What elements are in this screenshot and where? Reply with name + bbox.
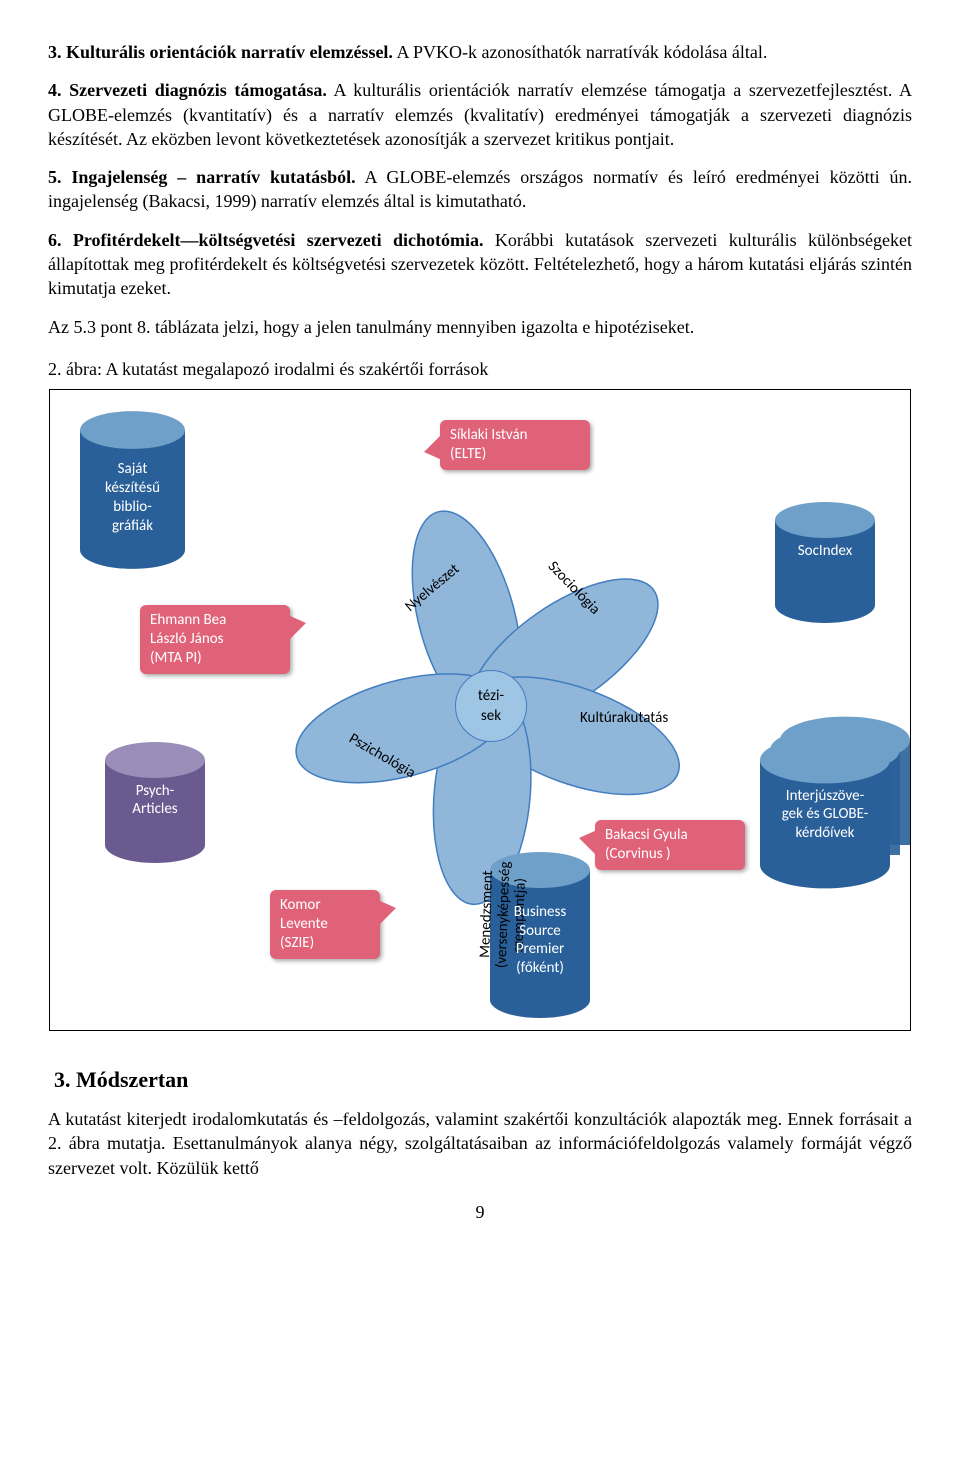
para-6: 6. Profitérdekelt—költségvetési szerveze… — [48, 228, 912, 301]
page-number: 9 — [48, 1200, 912, 1224]
para-4: 4. Szervezeti diagnózis támogatása. A ku… — [48, 78, 912, 151]
db-label-1: Psych- Articles — [105, 782, 205, 820]
db-label-4: Business Source Premier (főként) — [490, 903, 590, 978]
callout-0: Síklaki István (ELTE) — [440, 420, 590, 470]
section-3-text: Módszertan — [71, 1067, 189, 1092]
figure-caption: 2. ábra: A kutatást megalapozó irodalmi … — [48, 357, 912, 381]
para-5-lead: 5. Ingajelenség – narratív kutatásból. — [48, 167, 356, 187]
para-3-rest: A PVKO-k azonosíthatók narratívák kódolá… — [393, 42, 767, 62]
callout-3: Bakacsi Gyula (Corvinus ) — [595, 820, 745, 870]
section-3-title: 3. Módszertan — [54, 1065, 912, 1095]
db-label-3: Interjúszöve- gek és GLOBE- kérdőívek — [760, 787, 890, 843]
db-label-2: SocIndex — [775, 542, 875, 561]
callout-1: Ehmann Bea László János (MTA PI) — [140, 605, 290, 673]
para-3-lead: 3. Kulturális orientációk narratív elemz… — [48, 42, 393, 62]
para-6-lead: 6. Profitérdekelt—költségvetési szerveze… — [48, 230, 484, 250]
db-label-0: Saját készítésű biblio- gráfiák — [80, 460, 185, 535]
section-3-num: 3. — [54, 1067, 71, 1092]
callout-2: Komor Levente (SZIE) — [270, 890, 380, 958]
para-3: 3. Kulturális orientációk narratív elemz… — [48, 40, 912, 64]
flower-center: tézi- sek — [455, 670, 527, 742]
para-hypo: Az 5.3 pont 8. táblázata jelzi, hogy a j… — [48, 315, 912, 339]
methodology-para: A kutatást kiterjedt irodalomkutatás és … — [48, 1107, 912, 1180]
petal-label-2: Kultúrakutatás — [580, 710, 668, 727]
para-4-lead: 4. Szervezeti diagnózis támogatása. — [48, 80, 327, 100]
sources-diagram: tézi- sek NyelvészetSzociológiaKultúraku… — [49, 389, 911, 1031]
para-5: 5. Ingajelenség – narratív kutatásból. A… — [48, 165, 912, 214]
flower-center-label: tézi- sek — [478, 686, 504, 727]
